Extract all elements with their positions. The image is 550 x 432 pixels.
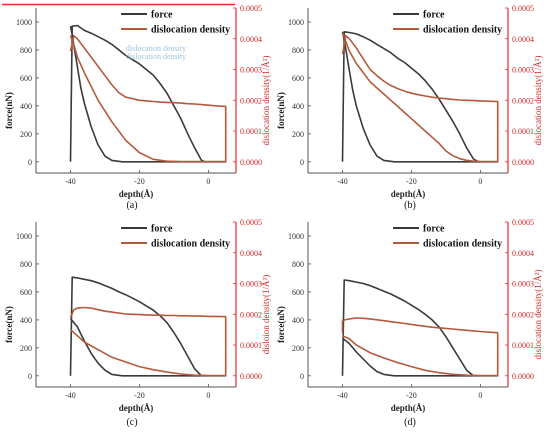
chart-panel-3: 0 200 400 600 800 1000 0.0000 0.0001 0.0002 0.000… [4, 218, 271, 428]
x-tick-label: -40 [65, 391, 76, 400]
left-tick-label: 600 [20, 74, 32, 83]
left-tick-label: 600 [20, 288, 32, 297]
right-tick-label: 0.0005 [512, 4, 534, 13]
left-tick-label: 800 [292, 260, 304, 269]
left-axis-title: force(nN) [276, 306, 286, 343]
left-tick-label: 1000 [288, 232, 304, 241]
x-tick-label: 0 [478, 391, 482, 400]
force-series-line [341, 279, 499, 377]
right-tick-label: 0.0000 [240, 372, 262, 381]
left-tick-label: 800 [20, 260, 32, 269]
left-tick-label: 200 [292, 130, 304, 139]
legend-force-label: force [151, 10, 173, 21]
left-tick-label: 600 [292, 288, 304, 297]
x-tick-label: 0 [206, 391, 210, 400]
left-tick-label: 400 [20, 316, 32, 325]
left-tick-label: 200 [20, 130, 32, 139]
x-tick-label: -20 [406, 177, 417, 186]
force-series-line [341, 30, 499, 163]
x-tick-label: 0 [478, 177, 482, 186]
legend-dislocation-label: dislocation density [151, 239, 230, 250]
right-tick-label: 0.0004 [240, 249, 262, 258]
left-tick-label: 1000 [288, 18, 304, 27]
right-tick-label: 0.0003 [512, 66, 534, 75]
right-tick-label: 0.0002 [240, 310, 262, 319]
right-tick-label: 0.0002 [512, 96, 534, 105]
right-tick-label: 0.0005 [240, 4, 262, 13]
right-tick-label: 0.0001 [512, 127, 534, 136]
legend-force-label: force [423, 224, 445, 235]
right-tick-label: 0.0005 [512, 218, 534, 227]
right-axis-title: dislocation density(1/Å²) [533, 56, 543, 146]
panel-label: (b) [404, 200, 416, 211]
force-series-line [69, 276, 227, 377]
left-tick-label: 400 [292, 102, 304, 111]
x-axis-title: depth(Å) [119, 189, 154, 199]
legend-force-label: force [151, 224, 173, 235]
panel-label: (a) [126, 200, 137, 211]
left-axis-title: force(nN) [4, 92, 14, 129]
left-tick-label: 400 [292, 316, 304, 325]
chart-panel-1: 0 200 400 600 800 1000 0.0000 0.0001 0.0002 0.000… [4, 4, 271, 211]
dislocation-density-series-line [69, 306, 227, 377]
left-tick-label: 200 [20, 344, 32, 353]
x-tick-label: -20 [406, 391, 417, 400]
x-tick-label: -20 [134, 177, 145, 186]
right-tick-label: 0.0002 [240, 96, 262, 105]
right-tick-label: 0.0003 [240, 66, 262, 75]
right-tick-label: 0.0001 [240, 341, 262, 350]
x-tick-label: 0 [206, 177, 210, 186]
right-axis-title: dislocation density(1/Å²) [533, 270, 543, 360]
force-series-line [69, 24, 227, 163]
left-tick-label: 0 [300, 372, 304, 381]
x-axis-title: depth(Å) [119, 403, 154, 413]
right-tick-label: 0.0004 [512, 35, 534, 44]
x-tick-label: -20 [134, 391, 145, 400]
right-tick-label: 0.0003 [512, 280, 534, 289]
left-tick-label: 400 [20, 102, 32, 111]
x-axis-title: depth(Å) [391, 403, 426, 413]
right-axis-title: disloion density(1/Å²) [261, 275, 271, 354]
chart-panel-2: 0 200 400 600 800 1000 0.0000 0.0001 0.0002 0.000… [276, 4, 543, 211]
dislocation-density-series-line [341, 32, 499, 163]
right-tick-label: 0.0000 [240, 158, 262, 167]
right-tick-label: 0.0000 [512, 158, 534, 167]
right-tick-label: 0.0004 [240, 35, 262, 44]
left-tick-label: 1000 [16, 18, 32, 27]
panel-label: (c) [126, 417, 137, 428]
x-tick-label: -40 [337, 177, 348, 186]
left-tick-label: 0 [28, 158, 32, 167]
dislocation-density-series-line [69, 34, 227, 163]
chart-panel-4: 0 200 400 600 800 1000 0.0000 0.0001 0.0002 0.000… [276, 218, 543, 428]
left-tick-label: 200 [292, 344, 304, 353]
legend-dislocation-label: dislocation density [151, 25, 230, 36]
legend-dislocation-label: dislocation density [423, 239, 502, 250]
right-axis-title: dislocation density(1/Å²) [261, 56, 271, 146]
right-tick-label: 0.0003 [240, 280, 262, 289]
right-tick-label: 0.0000 [512, 372, 534, 381]
left-tick-label: 0 [28, 372, 32, 381]
left-tick-label: 0 [300, 158, 304, 167]
legend-dislocation-label: dislocation density [423, 25, 502, 36]
ghost-text: dislocation density [126, 52, 186, 61]
ghost-text: dislocation density [126, 44, 186, 53]
right-tick-label: 0.0002 [512, 310, 534, 319]
x-tick-label: -40 [65, 177, 76, 186]
right-tick-label: 0.0001 [240, 127, 262, 136]
right-tick-label: 0.0004 [512, 249, 534, 258]
left-axis-title: force(nN) [276, 92, 286, 129]
x-tick-label: -40 [337, 391, 348, 400]
panel-label: (d) [404, 417, 416, 428]
left-tick-label: 800 [292, 46, 304, 55]
legend-force-label: force [423, 10, 445, 21]
right-tick-label: 0.0005 [240, 218, 262, 227]
dislocation-density-series-line [341, 317, 499, 377]
left-tick-label: 600 [292, 74, 304, 83]
left-tick-label: 800 [20, 46, 32, 55]
left-axis-title: force(nN) [4, 306, 14, 343]
right-tick-label: 0.0001 [512, 341, 534, 350]
x-axis-title: depth(Å) [391, 189, 426, 199]
left-tick-label: 1000 [16, 232, 32, 241]
